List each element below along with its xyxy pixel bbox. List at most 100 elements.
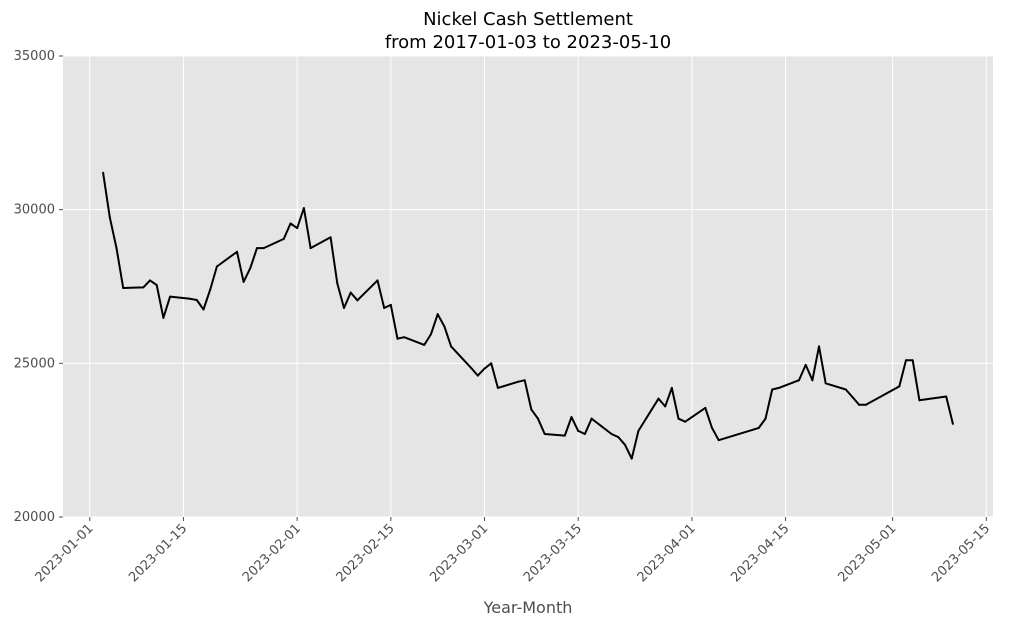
data-point [864, 403, 867, 406]
data-point [242, 280, 245, 283]
data-point [811, 379, 814, 382]
x-tick-label: 2023-01-01 [33, 521, 97, 585]
data-point [142, 286, 145, 289]
data-point [624, 443, 627, 446]
data-point [483, 367, 486, 370]
data-point [349, 291, 352, 294]
data-point [717, 439, 720, 442]
data-point [148, 279, 151, 282]
data-point [764, 417, 767, 420]
data-point [235, 250, 238, 253]
x-tick-label: 2023-05-01 [835, 521, 899, 585]
data-point [289, 222, 292, 225]
data-point [443, 325, 446, 328]
x-tick-label: 2023-03-01 [427, 521, 491, 585]
y-tick-label: 35000 [14, 49, 55, 64]
data-point [657, 397, 660, 400]
data-point [677, 417, 680, 420]
data-point [436, 313, 439, 316]
data-point [329, 236, 332, 239]
data-point [851, 396, 854, 399]
series-line [102, 172, 954, 460]
data-point [403, 336, 406, 339]
data-point [256, 247, 259, 250]
data-point [476, 374, 479, 377]
y-tick-label: 30000 [14, 203, 55, 218]
grid [63, 55, 993, 518]
data-point [757, 426, 760, 429]
data-point [209, 288, 212, 291]
data-point [108, 216, 111, 219]
chart-title: Nickel Cash Settlement [423, 9, 633, 30]
data-point [804, 363, 807, 366]
data-point [543, 433, 546, 436]
data-point [423, 343, 426, 346]
data-point [945, 395, 948, 398]
x-tick-label: 2023-03-15 [521, 521, 585, 585]
data-point [262, 247, 265, 250]
data-point [858, 403, 861, 406]
data-point [844, 388, 847, 391]
y-tick-label: 25000 [14, 356, 55, 371]
data-point [282, 237, 285, 240]
data-point [169, 295, 172, 298]
data-point [490, 362, 493, 365]
data-point [376, 279, 379, 282]
data-point [771, 388, 774, 391]
data-point [570, 416, 573, 419]
data-point [537, 417, 540, 420]
data-point [296, 227, 299, 230]
data-point [684, 420, 687, 423]
x-tick-label: 2023-04-15 [728, 521, 792, 585]
x-tick-label: 2023-04-01 [635, 521, 699, 585]
data-point [918, 399, 921, 402]
data-point [630, 457, 633, 460]
data-point [818, 345, 821, 348]
data-point [122, 287, 125, 290]
data-point [617, 436, 620, 439]
data-point [590, 417, 593, 420]
data-point [563, 434, 566, 437]
data-point [102, 171, 105, 174]
data-point [911, 359, 914, 362]
data-point [583, 433, 586, 436]
y-tick-label: 20000 [14, 510, 55, 525]
data-point [249, 267, 252, 270]
data-point [516, 380, 519, 383]
data-point [336, 282, 339, 285]
data-point [309, 247, 312, 250]
data-point [429, 333, 432, 336]
data-point [530, 408, 533, 411]
x-tick-label: 2023-05-15 [929, 521, 993, 585]
data-point [777, 386, 780, 389]
x-tick-label: 2023-02-15 [334, 521, 398, 585]
data-point [115, 247, 118, 250]
data-point [664, 405, 667, 408]
data-point [951, 422, 954, 425]
data-point [704, 406, 707, 409]
data-point [215, 265, 218, 268]
data-point [189, 297, 192, 300]
data-point [496, 386, 499, 389]
data-point [470, 366, 473, 369]
data-point [195, 299, 198, 302]
data-point [343, 307, 346, 310]
data-point [356, 299, 359, 302]
data-point [396, 337, 399, 340]
data-point [824, 382, 827, 385]
data-point [898, 385, 901, 388]
data-point [637, 429, 640, 432]
x-tick-label: 2023-01-15 [126, 521, 190, 585]
data-point [450, 345, 453, 348]
plot-area [63, 56, 993, 517]
data-point [523, 379, 526, 382]
data-point [302, 207, 305, 210]
data-points [102, 171, 954, 460]
data-point [389, 303, 392, 306]
data-point [610, 433, 613, 436]
x-tick-label: 2023-02-01 [240, 521, 304, 585]
chart-subtitle: from 2017-01-03 to 2023-05-10 [385, 32, 671, 53]
data-point [202, 308, 205, 311]
data-point [670, 386, 673, 389]
